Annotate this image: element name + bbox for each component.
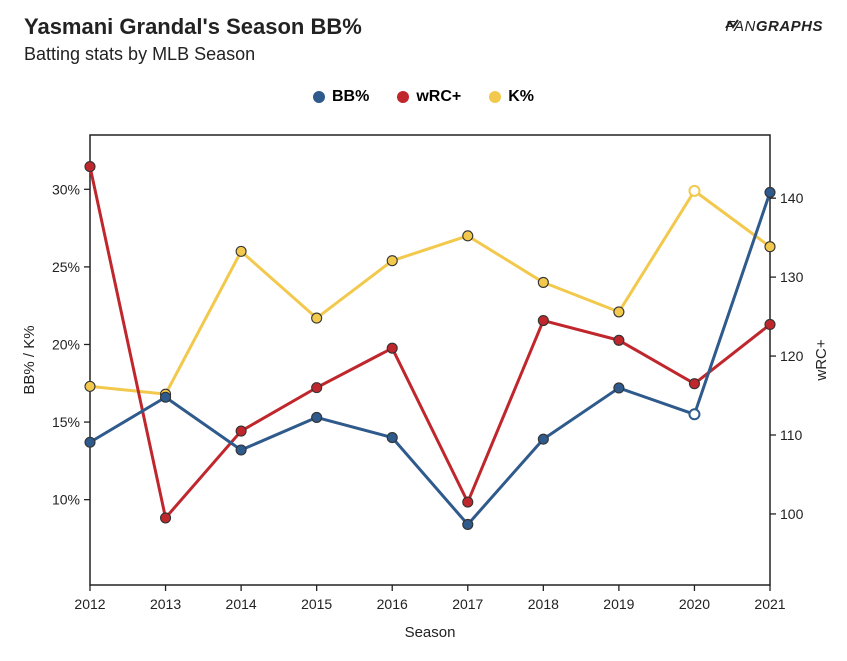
- x-tick-label: 2015: [301, 596, 332, 612]
- series-marker-bb: [387, 433, 397, 443]
- series-marker-wrc: [689, 379, 699, 389]
- series-marker-k: [538, 277, 548, 287]
- chart-svg: 10% 15% 20% 25% 30% 100 110 120 130 140 2012 2013 20…: [0, 0, 847, 661]
- x-tick-label: 2016: [377, 596, 408, 612]
- series-marker-k: [387, 256, 397, 266]
- x-tick-label: 2017: [452, 596, 483, 612]
- series-marker-wrc: [463, 497, 473, 507]
- series-marker-wrc: [161, 513, 171, 523]
- y-left-axis-label: BB% / K%: [21, 325, 38, 394]
- series-marker-wrc: [614, 335, 624, 345]
- series-marker-bb: [236, 445, 246, 455]
- y-left-tick-label: 10%: [52, 492, 80, 508]
- series-marker-bb: [161, 392, 171, 402]
- series-marker-wrc: [538, 316, 548, 326]
- series-marker-wrc: [765, 319, 775, 329]
- series-marker-k: [85, 381, 95, 391]
- series-marker-bb: [312, 412, 322, 422]
- y-right-tick-label: 110: [780, 427, 803, 443]
- y-left-tick-label: 20%: [52, 336, 80, 352]
- y-right-tick-label: 130: [780, 269, 804, 285]
- y-right-tick-label: 100: [780, 506, 804, 522]
- x-axis-label: Season: [405, 624, 456, 641]
- series-marker-wrc: [312, 383, 322, 393]
- series-marker-k: [236, 246, 246, 256]
- x-tick-label: 2021: [754, 596, 785, 612]
- x-tick-label: 2012: [74, 596, 105, 612]
- series-marker-bb: [463, 519, 473, 529]
- series-marker-bb: [614, 383, 624, 393]
- x-tick-label: 2014: [226, 596, 257, 612]
- x-tick-label: 2019: [603, 596, 634, 612]
- series-marker-k: [614, 307, 624, 317]
- series-marker-bb: [538, 434, 548, 444]
- series-line-bb: [90, 192, 770, 524]
- series-marker-wrc: [236, 426, 246, 436]
- plot-border: [90, 135, 770, 585]
- series-marker-wrc: [85, 162, 95, 172]
- y-right-tick-label: 120: [780, 348, 804, 364]
- series-marker-bb: [765, 187, 775, 197]
- chart-container: Yasmani Grandal's Season BB% Batting sta…: [0, 0, 847, 661]
- y-left-tick-label: 25%: [52, 259, 80, 275]
- series-marker-bb: [85, 437, 95, 447]
- y-left-tick-label: 30%: [52, 181, 80, 197]
- series-marker-k: [765, 242, 775, 252]
- series-marker-k: [463, 231, 473, 241]
- series-marker-k: [312, 313, 322, 323]
- y-left-tick-label: 15%: [52, 414, 80, 430]
- x-tick-label: 2018: [528, 596, 559, 612]
- series-marker-wrc: [387, 343, 397, 353]
- y-right-tick-label: 140: [780, 190, 804, 206]
- series-line-k: [90, 191, 770, 394]
- x-tick-label: 2020: [679, 596, 710, 612]
- x-tick-label: 2013: [150, 596, 181, 612]
- y-right-axis-label: wRC+: [813, 339, 830, 381]
